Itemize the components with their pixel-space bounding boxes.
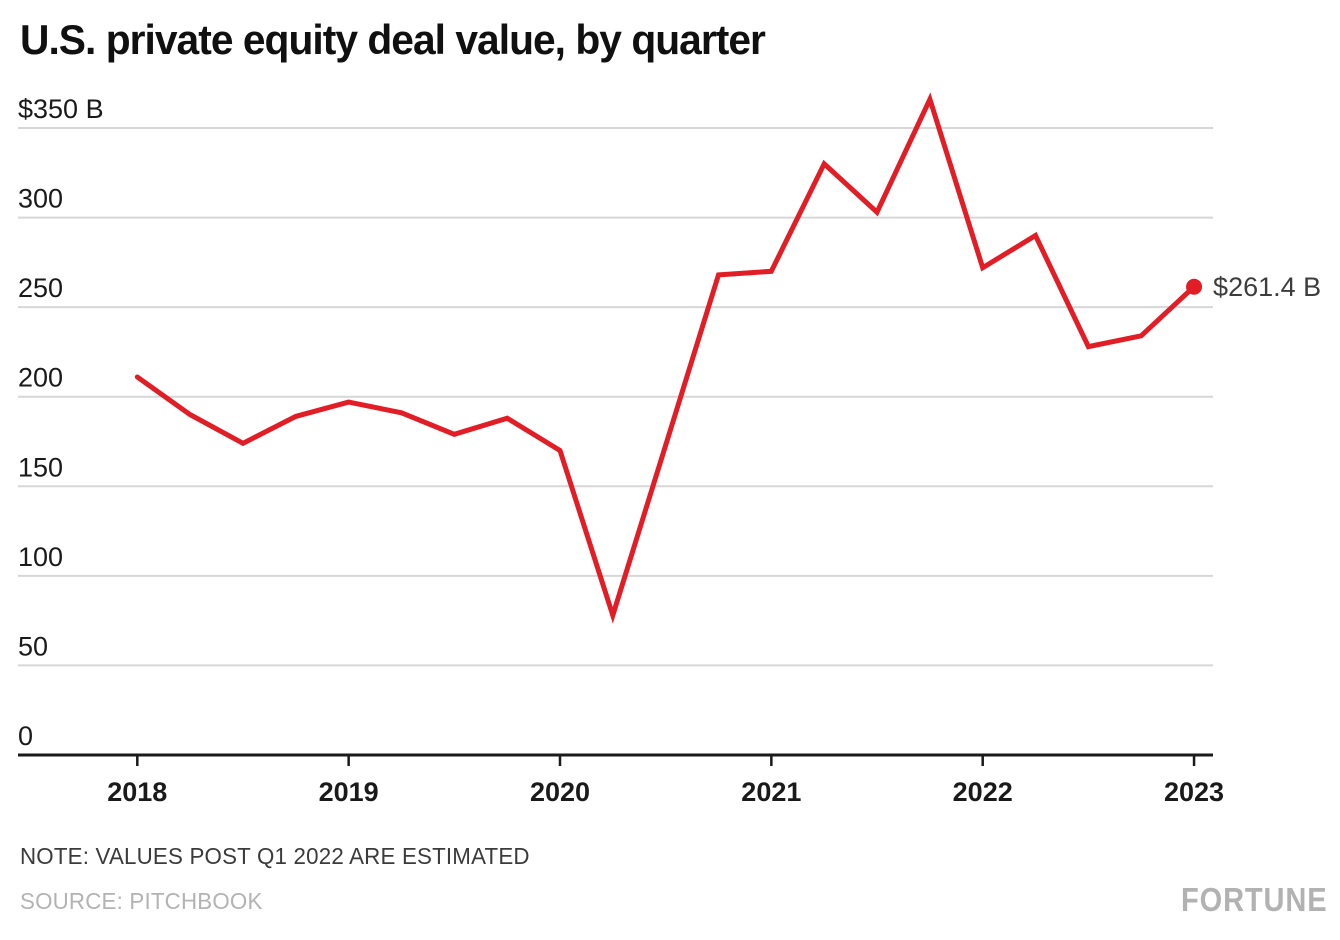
y-axis-tick-label: 100 bbox=[18, 542, 63, 572]
y-axis-tick-label: 0 bbox=[18, 721, 33, 751]
y-axis-tick-label: $350 B bbox=[18, 94, 104, 124]
chart-title: U.S. private equity deal value, by quart… bbox=[20, 16, 766, 63]
chart-source: SOURCE: PITCHBOOK bbox=[20, 888, 263, 914]
y-axis-tick-label: 250 bbox=[18, 273, 63, 303]
x-axis-tick-label: 2019 bbox=[319, 777, 379, 807]
y-axis-tick-label: 200 bbox=[18, 363, 63, 393]
end-value-label: $261.4 B bbox=[1213, 272, 1321, 302]
x-axis-tick-label: 2021 bbox=[741, 777, 801, 807]
deal-value-line bbox=[134, 92, 1197, 624]
chart-note: NOTE: VALUES POST Q1 2022 ARE ESTIMATED bbox=[20, 843, 530, 869]
y-axis-tick-label: 150 bbox=[18, 452, 63, 482]
x-axis-tick-label: 2022 bbox=[953, 777, 1013, 807]
y-axis-tick-label: 50 bbox=[18, 631, 48, 661]
fortune-logo: FORTUNE bbox=[1180, 881, 1327, 918]
x-axis-tick-label: 2020 bbox=[530, 777, 590, 807]
x-axis-tick-label: 2018 bbox=[107, 777, 167, 807]
end-point-marker bbox=[1186, 278, 1203, 295]
x-axis-tick-label: 2023 bbox=[1164, 777, 1224, 807]
y-axis-tick-label: 300 bbox=[18, 184, 63, 214]
